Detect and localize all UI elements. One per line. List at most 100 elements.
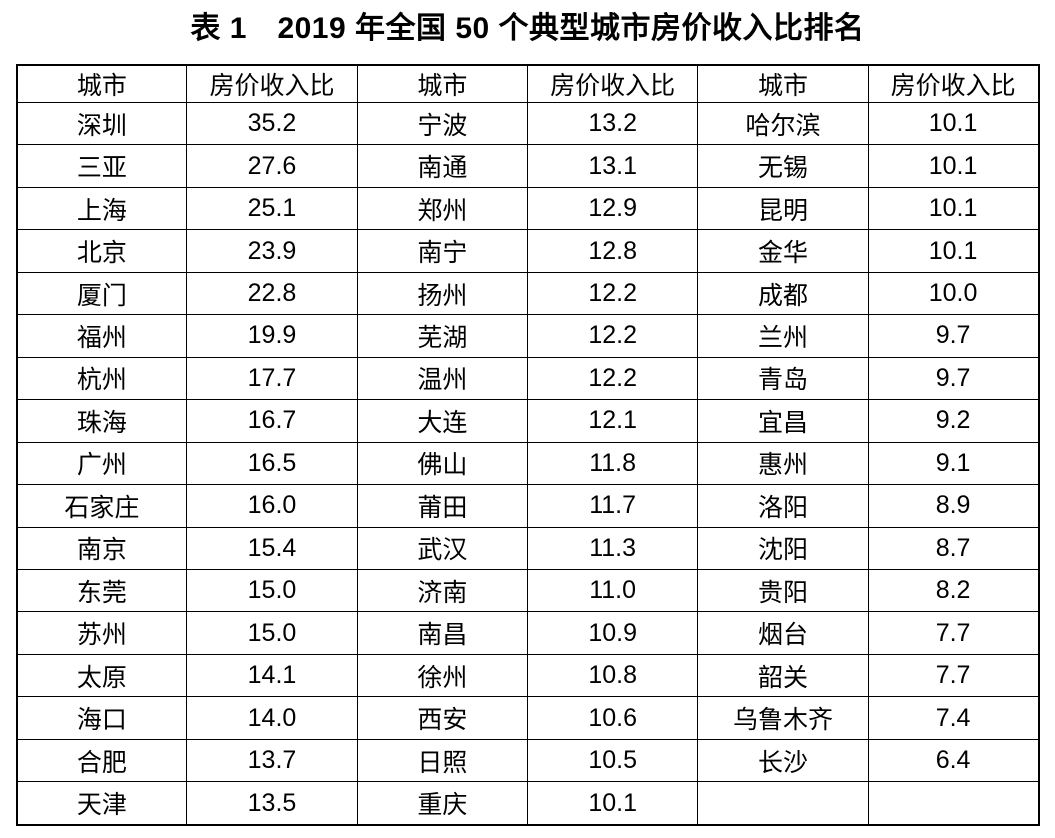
ratio-cell: 8.7 [867,526,1040,570]
city-cell: 南昌 [356,611,528,655]
city-cell: 广州 [15,441,188,486]
ratio-cell: 25.1 [186,186,358,231]
city-cell: 重庆 [356,781,528,826]
city-cell: 合肥 [15,738,188,783]
city-cell: 石家庄 [15,484,188,528]
ratio-cell: 14.1 [186,653,358,698]
city-cell: 贵阳 [697,568,869,613]
city-cell: 北京 [15,229,188,273]
table-row: 南京 15.4 武汉 11.3 沈阳 8.7 [15,526,1040,570]
city-cell: 宁波 [356,101,528,146]
city-cell: 日照 [356,738,528,783]
city-cell: 太原 [15,653,188,698]
table-row: 福州 19.9 芜湖 12.2 兰州 9.7 [15,314,1040,358]
ratio-cell: 16.0 [186,484,358,528]
table-body: 深圳 35.2 宁波 13.2 哈尔滨 10.1 三亚 27.6 南通 13.1 无锡 10.1 上海 2… [15,101,1040,826]
table-row: 东莞 15.0 济南 11.0 贵阳 8.2 [15,568,1040,613]
city-cell: 深圳 [15,101,188,146]
ratio-cell: 9.1 [867,441,1040,486]
ratio-cell: 12.2 [526,271,699,316]
city-cell: 乌鲁木齐 [697,696,869,740]
city-cell: 长沙 [697,738,869,783]
ratio-cell: 15.0 [186,568,358,613]
ratio-cell: 11.8 [526,441,699,486]
city-cell: 金华 [697,229,869,273]
city-cell: 南宁 [356,229,528,273]
ratio-cell: 8.2 [867,568,1040,613]
ratio-cell: 7.7 [867,653,1040,698]
ratio-cell: 10.1 [867,229,1040,273]
table-row: 太原 14.1 徐州 10.8 韶关 7.7 [15,653,1040,698]
ratio-cell: 13.2 [526,101,699,146]
table-row: 城市 房价收入比 城市 房价收入比 城市 房价收入比 [15,64,1040,103]
ratio-cell: 10.1 [867,101,1040,146]
ratio-cell: 23.9 [186,229,358,273]
city-cell: 宜昌 [697,399,869,443]
table-row: 杭州 17.7 温州 12.2 青岛 9.7 [15,356,1040,401]
ratio-cell [867,781,1040,826]
table-row: 上海 25.1 郑州 12.9 昆明 10.1 [15,186,1040,231]
city-cell: 海口 [15,696,188,740]
city-cell: 莆田 [356,484,528,528]
city-cell: 哈尔滨 [697,101,869,146]
city-cell: 成都 [697,271,869,316]
ratio-cell: 10.1 [526,781,699,826]
table-row: 石家庄 16.0 莆田 11.7 洛阳 8.9 [15,484,1040,528]
ratio-cell: 11.3 [526,526,699,570]
column-header-city: 城市 [697,64,869,103]
table-row: 合肥 13.7 日照 10.5 长沙 6.4 [15,738,1040,783]
ratio-cell: 12.2 [526,314,699,358]
column-header-ratio: 房价收入比 [526,64,699,103]
column-header-ratio: 房价收入比 [186,64,358,103]
city-cell: 天津 [15,781,188,826]
ranking-table: 城市 房价收入比 城市 房价收入比 城市 房价收入比 深圳 35.2 宁波 13.2 哈… [15,64,1040,826]
ratio-cell: 15.0 [186,611,358,655]
table-row: 厦门 22.8 扬州 12.2 成都 10.0 [15,271,1040,316]
city-cell: 芜湖 [356,314,528,358]
table-header-row: 城市 房价收入比 城市 房价收入比 城市 房价收入比 [15,64,1040,103]
ratio-cell: 16.5 [186,441,358,486]
city-cell: 西安 [356,696,528,740]
city-cell: 温州 [356,356,528,401]
ratio-cell: 11.7 [526,484,699,528]
city-cell: 韶关 [697,653,869,698]
ratio-cell: 27.6 [186,144,358,188]
table-row: 三亚 27.6 南通 13.1 无锡 10.1 [15,144,1040,188]
ratio-cell: 6.4 [867,738,1040,783]
ratio-cell: 12.2 [526,356,699,401]
city-cell: 大连 [356,399,528,443]
ratio-cell: 19.9 [186,314,358,358]
ratio-cell: 12.8 [526,229,699,273]
city-cell: 厦门 [15,271,188,316]
city-cell: 南京 [15,526,188,570]
ratio-cell: 22.8 [186,271,358,316]
city-cell: 珠海 [15,399,188,443]
city-cell: 三亚 [15,144,188,188]
city-cell: 昆明 [697,186,869,231]
city-cell: 烟台 [697,611,869,655]
ratio-cell: 10.1 [867,186,1040,231]
ratio-cell: 7.4 [867,696,1040,740]
table-row: 苏州 15.0 南昌 10.9 烟台 7.7 [15,611,1040,655]
ratio-cell: 13.1 [526,144,699,188]
column-header-city: 城市 [15,64,188,103]
column-header-city: 城市 [356,64,528,103]
ratio-cell: 9.7 [867,356,1040,401]
city-cell: 武汉 [356,526,528,570]
ratio-cell: 9.7 [867,314,1040,358]
table-row: 北京 23.9 南宁 12.8 金华 10.1 [15,229,1040,273]
ratio-cell: 8.9 [867,484,1040,528]
city-cell: 兰州 [697,314,869,358]
ratio-cell: 35.2 [186,101,358,146]
city-cell: 南通 [356,144,528,188]
ratio-cell: 10.5 [526,738,699,783]
table-row: 海口 14.0 西安 10.6 乌鲁木齐 7.4 [15,696,1040,740]
city-cell: 东莞 [15,568,188,613]
ratio-cell: 14.0 [186,696,358,740]
column-header-ratio: 房价收入比 [867,64,1040,103]
ratio-cell: 10.0 [867,271,1040,316]
city-cell: 上海 [15,186,188,231]
table-row: 珠海 16.7 大连 12.1 宜昌 9.2 [15,399,1040,443]
ratio-cell: 9.2 [867,399,1040,443]
